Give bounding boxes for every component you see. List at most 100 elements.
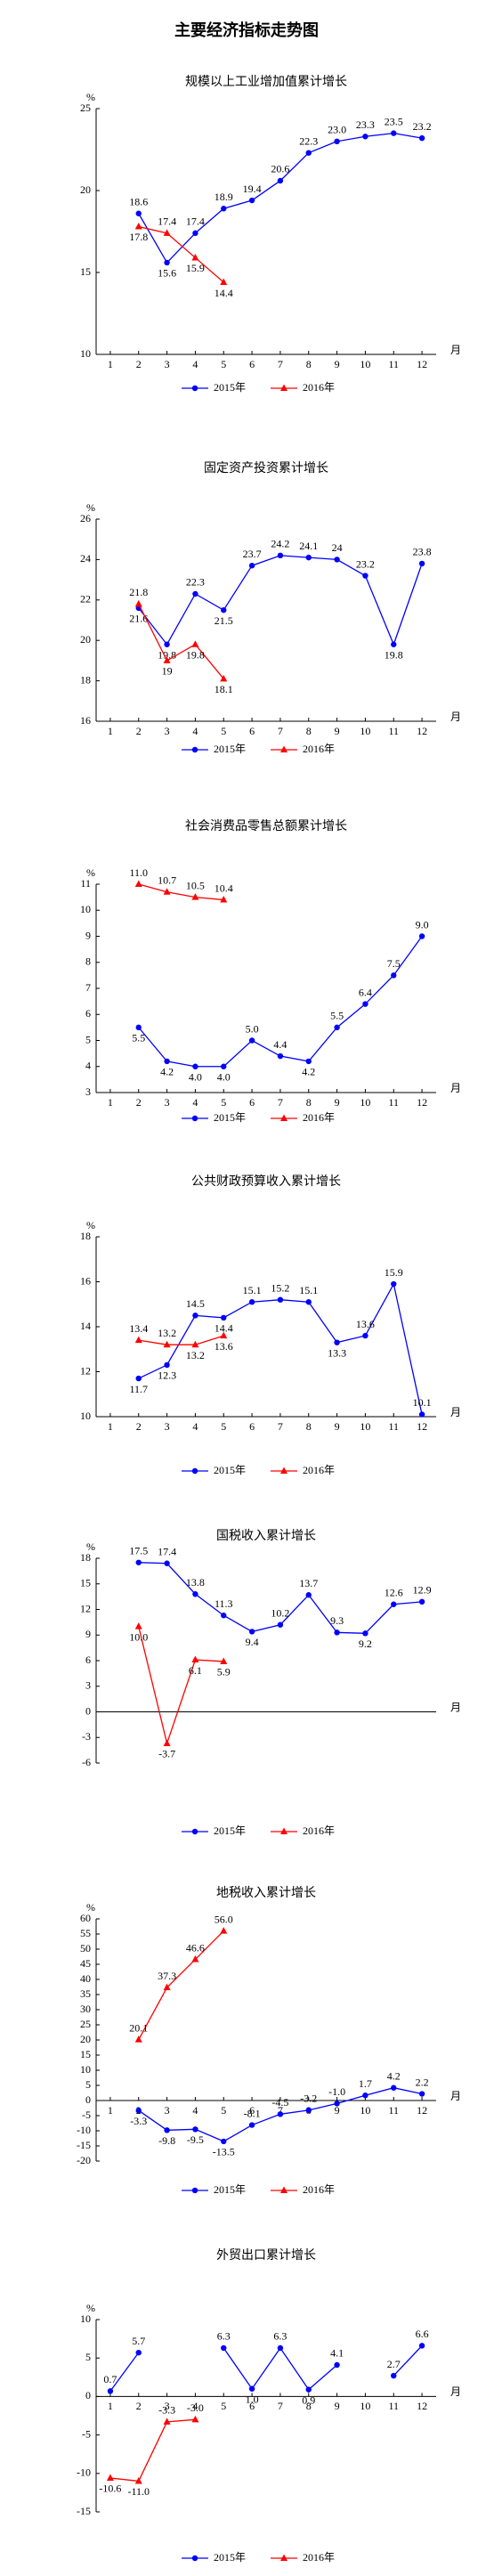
data-label: 5.5 xyxy=(330,1010,344,1022)
x-tick-label: 2 xyxy=(136,358,142,370)
data-label: 24.1 xyxy=(299,540,318,552)
data-label: 10.5 xyxy=(186,879,205,891)
x-tick-label: 5 xyxy=(221,725,226,737)
x-tick-label: 6 xyxy=(249,358,255,370)
data-label: 13.8 xyxy=(186,1576,205,1589)
x-axis-label: 月 xyxy=(450,1082,461,1094)
data-label: 19.8 xyxy=(186,648,205,661)
series-line xyxy=(109,2344,423,2392)
data-label: 9.4 xyxy=(246,1636,259,1648)
x-axis-label: 月 xyxy=(450,2090,461,2102)
x-tick-label: 7 xyxy=(278,725,283,737)
series-line xyxy=(138,225,224,283)
data-point xyxy=(192,1063,198,1069)
data-point xyxy=(191,640,199,647)
data-label: 20.6 xyxy=(271,163,289,175)
data-point xyxy=(277,1052,284,1060)
data-point xyxy=(163,1340,171,1348)
data-point xyxy=(221,1063,227,1069)
data-label: 2.2 xyxy=(416,2076,429,2088)
data-point xyxy=(107,2388,114,2394)
legend-label: 2016年 xyxy=(303,1111,335,1124)
data-point xyxy=(277,2344,284,2352)
y-tick-label: 6 xyxy=(85,1007,91,1020)
chart-title: 社会消费品零售总额累计增长 xyxy=(185,819,347,833)
data-label: 18.1 xyxy=(215,683,233,695)
y-tick-label: 10 xyxy=(80,2063,91,2076)
legend-label: 2015年 xyxy=(214,381,246,394)
data-point xyxy=(334,1339,340,1345)
data-label: -9.8 xyxy=(158,2134,175,2147)
data-label: 15.2 xyxy=(271,1281,289,1294)
y-tick-label: 50 xyxy=(80,1942,91,1954)
data-point xyxy=(362,2092,368,2099)
y-tick-label: 12 xyxy=(80,1364,91,1377)
data-label: 9.2 xyxy=(359,1637,372,1650)
x-tick-label: 8 xyxy=(306,1096,312,1109)
data-label: 0.9 xyxy=(302,2393,315,2406)
data-label: 12.6 xyxy=(385,1587,403,1599)
data-point xyxy=(248,563,255,569)
data-label: 17.8 xyxy=(129,231,148,243)
data-point xyxy=(221,2344,227,2352)
data-point xyxy=(248,1629,255,1635)
y-tick-label: 25 xyxy=(80,102,91,114)
data-label: 9.0 xyxy=(416,918,429,930)
x-tick-label: 7 xyxy=(278,358,283,370)
data-point xyxy=(418,2091,425,2097)
x-tick-label: 10 xyxy=(360,725,370,737)
data-point xyxy=(191,253,199,261)
data-point xyxy=(134,2036,142,2043)
y-axis-label: % xyxy=(86,501,95,514)
data-point xyxy=(135,210,142,216)
y-tick-label: 9 xyxy=(85,929,91,941)
data-label: -1.0 xyxy=(328,2085,345,2098)
data-point xyxy=(164,2127,170,2133)
y-tick-label: 60 xyxy=(80,1912,91,1924)
data-label: 23.2 xyxy=(356,557,375,570)
y-tick-label: 25 xyxy=(80,2018,91,2030)
data-point xyxy=(362,573,368,579)
y-tick-label: 22 xyxy=(80,593,91,605)
y-tick-label: 10 xyxy=(80,903,91,915)
data-point xyxy=(248,2122,255,2128)
y-axis-label: % xyxy=(86,866,95,879)
data-point xyxy=(248,197,255,204)
y-axis-label: % xyxy=(86,91,95,103)
data-label: 15.9 xyxy=(385,1266,403,1279)
x-tick-label: 3 xyxy=(165,1420,170,1433)
y-tick-label: 45 xyxy=(80,1957,91,1970)
data-label: 4.2 xyxy=(302,1066,315,1078)
x-tick-label: 6 xyxy=(249,725,255,737)
data-label: 15.1 xyxy=(299,1284,318,1296)
x-tick-label: 8 xyxy=(306,725,312,737)
y-tick-label: 20 xyxy=(80,183,91,196)
legend-label: 2016年 xyxy=(303,2551,335,2564)
data-point xyxy=(192,1312,198,1319)
series-line xyxy=(138,1930,224,2040)
data-point xyxy=(418,1598,425,1605)
x-tick-label: 9 xyxy=(335,1096,340,1109)
data-point xyxy=(362,1001,368,1007)
x-tick-label: 12 xyxy=(417,2104,427,2117)
data-point xyxy=(418,933,425,939)
data-point xyxy=(220,278,228,286)
x-tick-label: 5 xyxy=(221,1096,226,1109)
x-tick-label: 9 xyxy=(335,725,340,737)
data-label: 21.8 xyxy=(129,586,148,598)
data-label: 15.1 xyxy=(243,1284,262,1296)
data-label: 23.7 xyxy=(243,548,262,560)
x-tick-label: 10 xyxy=(360,1420,370,1433)
data-label: 1.7 xyxy=(359,2077,372,2090)
legend-label: 2015年 xyxy=(214,1464,246,1476)
legend-marker xyxy=(191,1828,198,1835)
data-point xyxy=(334,557,340,563)
y-tick-label: 7 xyxy=(85,981,91,994)
y-tick-label: 0 xyxy=(85,2093,91,2106)
data-label: 7.5 xyxy=(387,957,401,970)
x-tick-label: 6 xyxy=(249,2104,255,2117)
x-tick-label: 12 xyxy=(417,2400,427,2412)
y-tick-label: -6 xyxy=(82,1756,91,1768)
data-label: 11.3 xyxy=(215,1597,233,1610)
data-label: 46.6 xyxy=(186,1941,205,1954)
